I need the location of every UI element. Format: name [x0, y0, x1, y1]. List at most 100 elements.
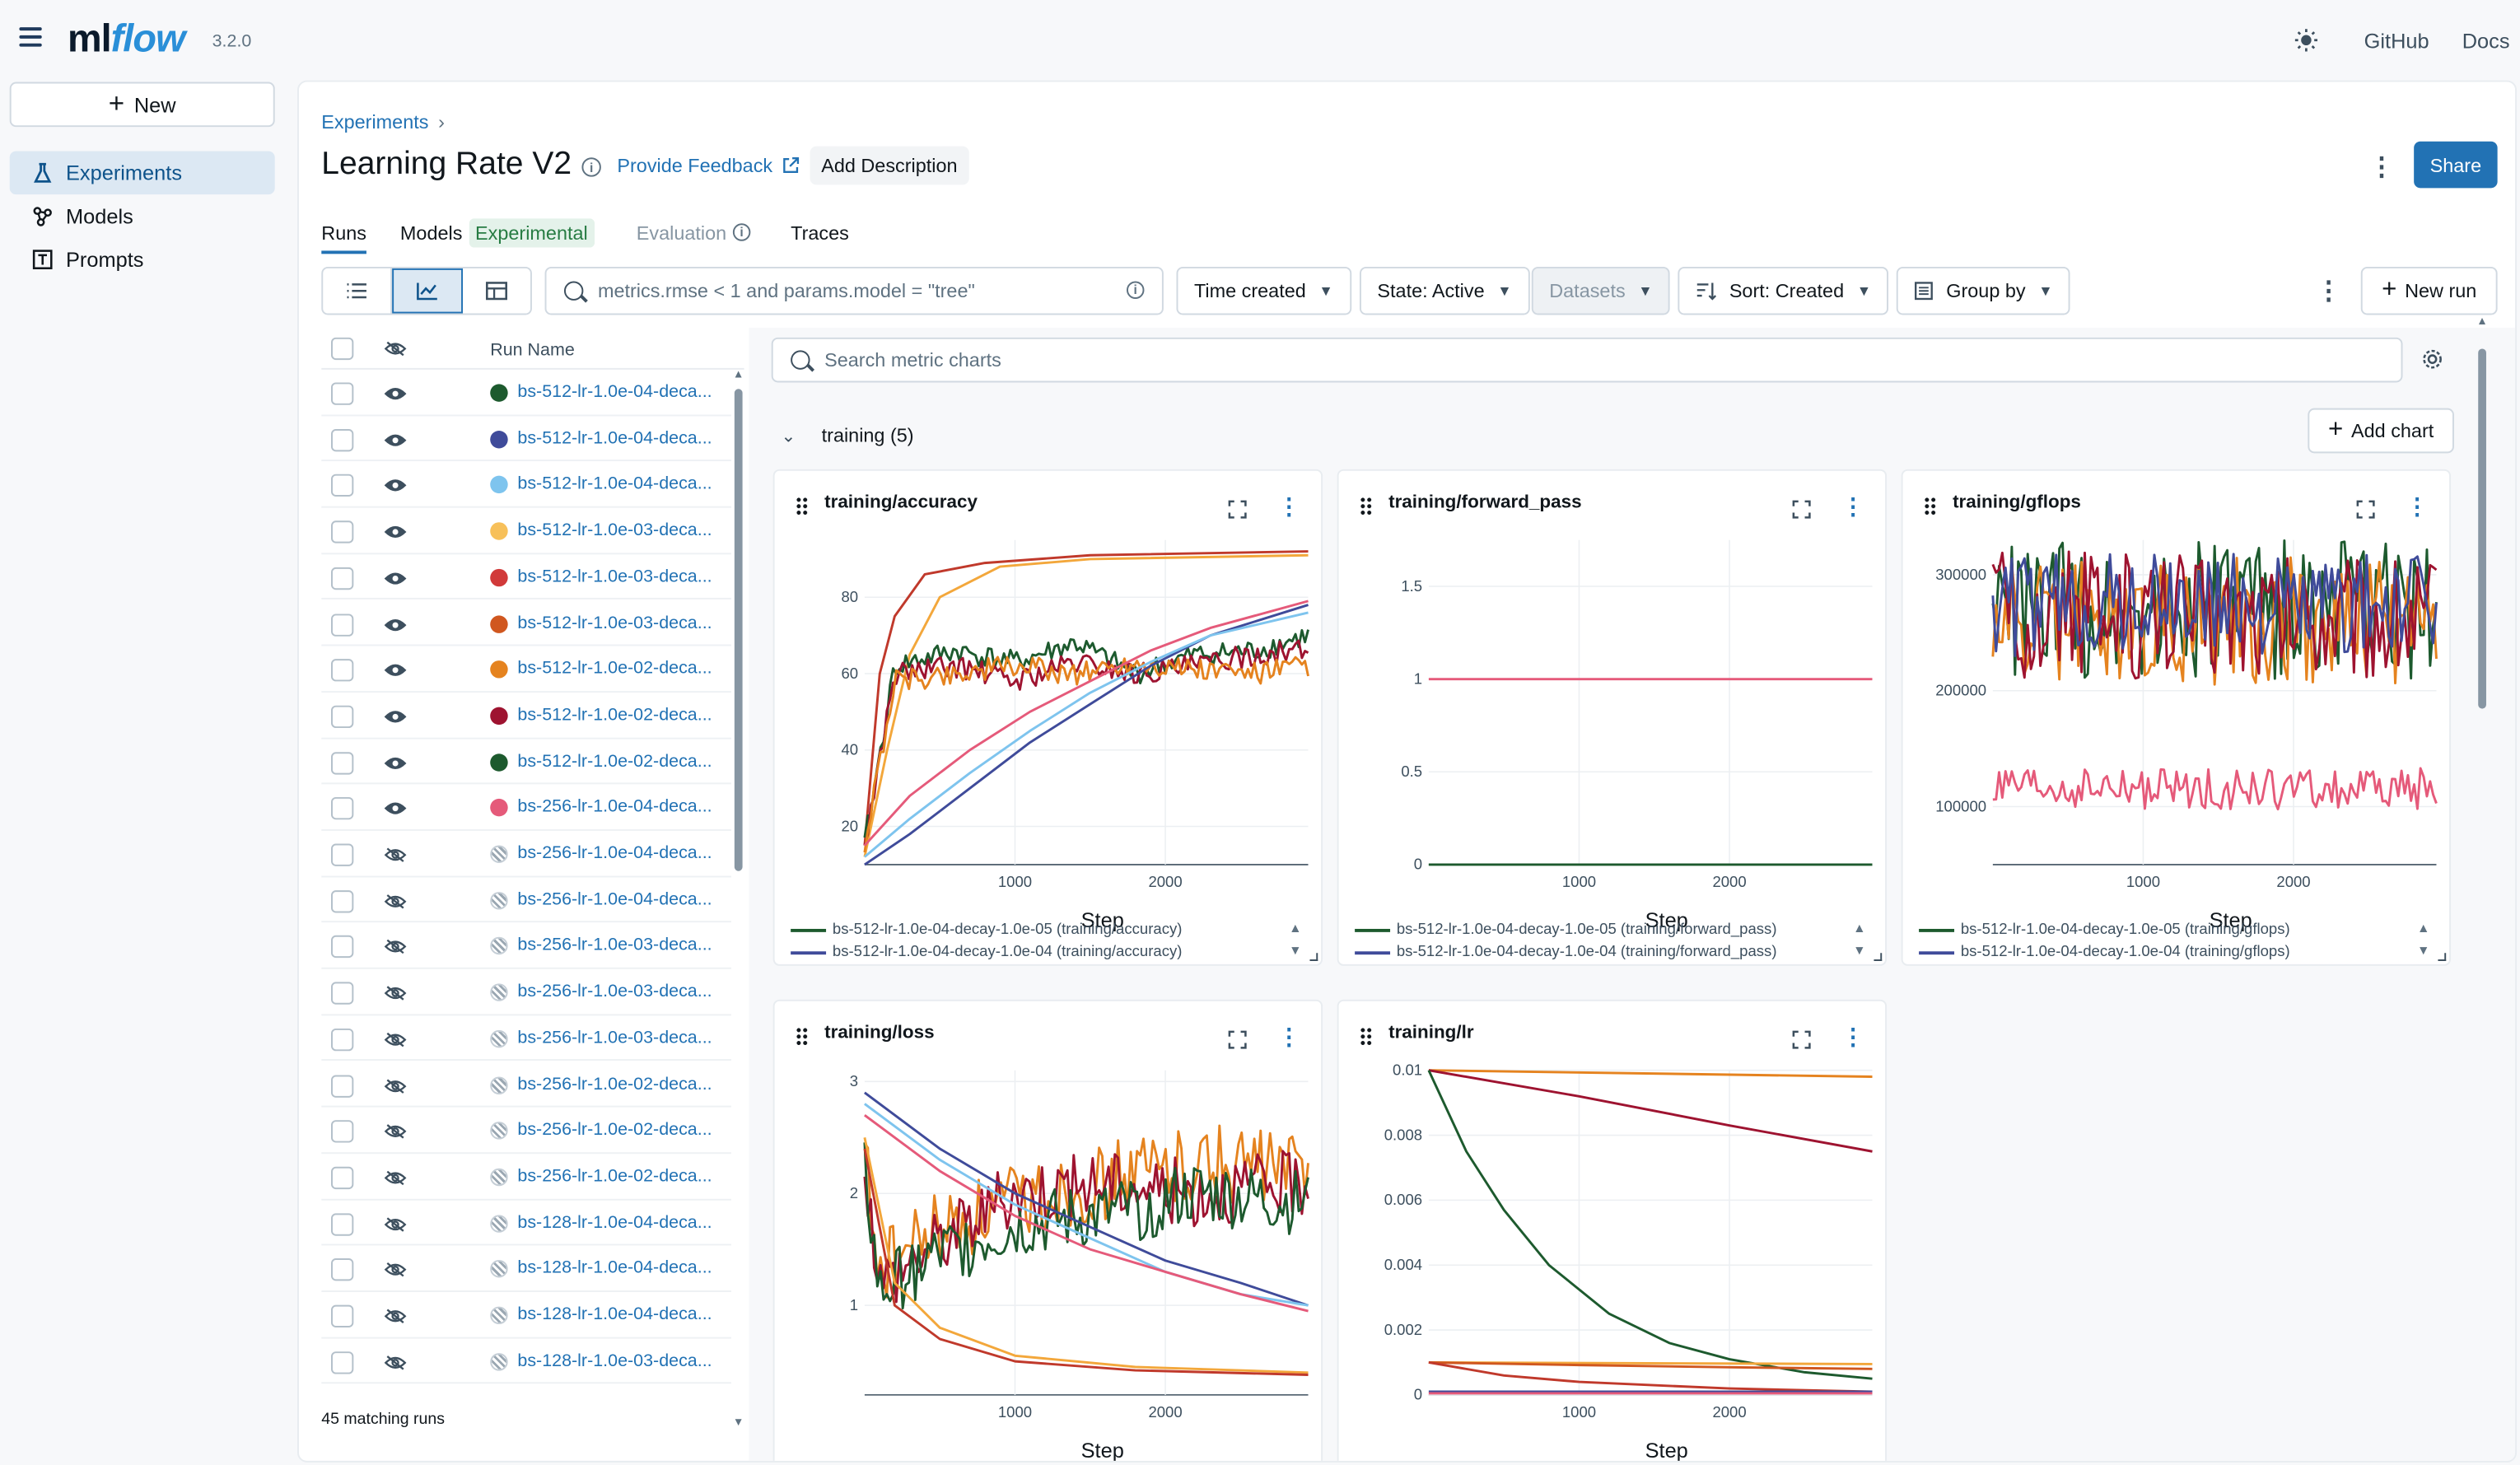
run-color-swatch[interactable] — [490, 707, 508, 725]
tab-models[interactable]: Models Experimental — [400, 218, 595, 248]
row-checkbox[interactable] — [331, 520, 354, 544]
table-row[interactable]: bs-512-lr-1.0e-03-deca... — [321, 508, 731, 554]
table-row[interactable]: bs-256-lr-1.0e-03-deca... — [321, 923, 731, 969]
row-checkbox[interactable] — [331, 428, 354, 451]
run-color-swatch[interactable] — [490, 1260, 508, 1279]
row-checkbox[interactable] — [331, 1028, 354, 1051]
table-row[interactable]: bs-128-lr-1.0e-04-deca... — [321, 1292, 731, 1338]
run-color-swatch[interactable] — [490, 660, 508, 679]
row-checkbox[interactable] — [331, 1258, 354, 1281]
row-checkbox[interactable] — [331, 1074, 354, 1097]
legend-entry[interactable]: bs-512-lr-1.0e-04-decay-1.0e-05 (trainin… — [1355, 919, 1777, 941]
resize-handle-icon[interactable] — [1309, 953, 1318, 961]
row-checkbox[interactable] — [331, 797, 354, 820]
page-scroll-thumb[interactable] — [2478, 348, 2486, 709]
eye-off-icon[interactable] — [384, 847, 407, 863]
run-color-swatch[interactable] — [490, 476, 508, 494]
series-line[interactable] — [1992, 767, 2438, 811]
series-line[interactable] — [863, 1150, 1309, 1304]
legend-entry[interactable]: bs-512-lr-1.0e-04-decay-1.0e-04 (trainin… — [1919, 942, 2290, 964]
series-line[interactable] — [1428, 1069, 1873, 1078]
row-checkbox[interactable] — [331, 659, 354, 682]
drag-handle-icon[interactable] — [795, 1027, 809, 1047]
series-line[interactable] — [863, 600, 1309, 847]
drag-handle-icon[interactable] — [1359, 497, 1373, 516]
docs-link[interactable]: Docs — [2462, 29, 2510, 54]
row-checkbox[interactable] — [331, 1166, 354, 1189]
table-row[interactable]: bs-512-lr-1.0e-03-deca... — [321, 554, 731, 600]
run-name-link[interactable]: bs-512-lr-1.0e-03-deca... — [517, 567, 712, 586]
table-row[interactable]: bs-512-lr-1.0e-04-deca... — [321, 370, 731, 416]
table-row[interactable]: bs-256-lr-1.0e-03-deca... — [321, 1015, 731, 1061]
chart-section-header[interactable]: ⌄ training (5) — [781, 424, 913, 446]
run-color-swatch[interactable] — [490, 384, 508, 402]
breadcrumb-experiments-link[interactable]: Experiments — [321, 110, 429, 133]
run-name-link[interactable]: bs-256-lr-1.0e-02-deca... — [517, 1166, 712, 1186]
row-checkbox[interactable] — [331, 889, 354, 912]
run-color-swatch[interactable] — [490, 568, 508, 586]
run-name-link[interactable]: bs-256-lr-1.0e-04-deca... — [517, 797, 712, 817]
eye-off-icon[interactable] — [384, 985, 407, 1001]
run-color-swatch[interactable] — [490, 799, 508, 817]
share-button[interactable]: Share — [2414, 141, 2498, 189]
eye-icon[interactable] — [384, 616, 407, 632]
table-row[interactable]: bs-256-lr-1.0e-02-deca... — [321, 1154, 731, 1200]
run-name-link[interactable]: bs-512-lr-1.0e-02-deca... — [517, 751, 712, 771]
run-name-link[interactable]: bs-512-lr-1.0e-04-deca... — [517, 382, 712, 402]
chart-plot[interactable]: 0 0.5 1 1.5 1000 2000 Step — [1339, 527, 1887, 937]
run-name-link[interactable]: bs-512-lr-1.0e-04-deca... — [517, 474, 712, 494]
drag-handle-icon[interactable] — [1359, 1027, 1373, 1047]
series-line[interactable] — [1991, 553, 2438, 657]
page-scrollbar[interactable]: ▲ ▼ — [2476, 316, 2490, 1461]
chart-plot[interactable]: 20 40 60 80 1000 2000 Step — [775, 527, 1323, 937]
menu-icon[interactable] — [19, 27, 42, 47]
table-row[interactable]: bs-512-lr-1.0e-02-deca... — [321, 693, 731, 739]
series-line[interactable] — [864, 1091, 1309, 1307]
fullscreen-icon[interactable] — [1228, 1030, 1247, 1049]
eye-icon[interactable] — [384, 524, 407, 540]
table-row[interactable]: bs-256-lr-1.0e-04-deca... — [321, 785, 731, 831]
eye-off-icon[interactable] — [384, 893, 407, 909]
drag-handle-icon[interactable] — [1923, 497, 1937, 516]
table-row[interactable]: bs-256-lr-1.0e-04-deca... — [321, 877, 731, 923]
run-name-column-header[interactable]: Run Name — [490, 340, 575, 361]
table-row[interactable]: bs-512-lr-1.0e-04-deca... — [321, 462, 731, 508]
search-info-icon[interactable]: i — [1127, 281, 1145, 299]
run-name-link[interactable]: bs-512-lr-1.0e-02-deca... — [517, 659, 712, 679]
theme-toggle-icon[interactable] — [2294, 29, 2318, 52]
series-line[interactable] — [863, 656, 1309, 853]
run-color-swatch[interactable] — [490, 614, 508, 632]
run-color-swatch[interactable] — [490, 1122, 508, 1140]
add-chart-button[interactable]: + Add chart — [2308, 408, 2454, 454]
series-line[interactable] — [863, 639, 1309, 846]
run-color-swatch[interactable] — [490, 430, 508, 448]
run-name-link[interactable]: bs-256-lr-1.0e-02-deca... — [517, 1074, 712, 1094]
fullscreen-icon[interactable] — [1792, 1030, 1811, 1049]
chart-plot[interactable]: 1 2 3 1000 2000 Step — [775, 1057, 1323, 1463]
table-row[interactable]: bs-256-lr-1.0e-04-deca... — [321, 831, 731, 877]
run-color-swatch[interactable] — [490, 753, 508, 771]
run-name-link[interactable]: bs-128-lr-1.0e-04-deca... — [517, 1212, 712, 1233]
run-name-link[interactable]: bs-256-lr-1.0e-03-deca... — [517, 982, 712, 1001]
state-dropdown[interactable]: State: Active ▼ — [1359, 266, 1530, 315]
eye-off-icon[interactable] — [384, 1077, 407, 1094]
run-name-link[interactable]: bs-256-lr-1.0e-04-deca... — [517, 889, 712, 909]
eye-off-icon[interactable] — [384, 1031, 407, 1047]
eye-off-icon[interactable] — [384, 1355, 407, 1371]
eye-icon[interactable] — [384, 570, 407, 586]
chart-settings-gear-icon[interactable] — [2420, 348, 2444, 371]
eye-off-icon[interactable] — [384, 1215, 407, 1232]
row-checkbox[interactable] — [331, 751, 354, 774]
run-name-link[interactable]: bs-512-lr-1.0e-02-deca... — [517, 705, 712, 725]
time-created-dropdown[interactable]: Time created ▼ — [1176, 266, 1351, 315]
chart-view-icon[interactable] — [392, 268, 464, 314]
table-row[interactable]: bs-512-lr-1.0e-02-deca... — [321, 739, 731, 785]
drag-handle-icon[interactable] — [795, 497, 809, 516]
mlflow-logo[interactable]: mlflow — [67, 17, 185, 62]
series-line[interactable] — [1428, 1361, 1873, 1393]
eye-icon[interactable] — [384, 478, 407, 494]
series-line[interactable] — [1428, 1069, 1873, 1153]
run-name-link[interactable]: bs-512-lr-1.0e-04-deca... — [517, 428, 712, 448]
table-row[interactable]: bs-256-lr-1.0e-02-deca... — [321, 1108, 731, 1154]
run-color-swatch[interactable] — [490, 983, 508, 1001]
